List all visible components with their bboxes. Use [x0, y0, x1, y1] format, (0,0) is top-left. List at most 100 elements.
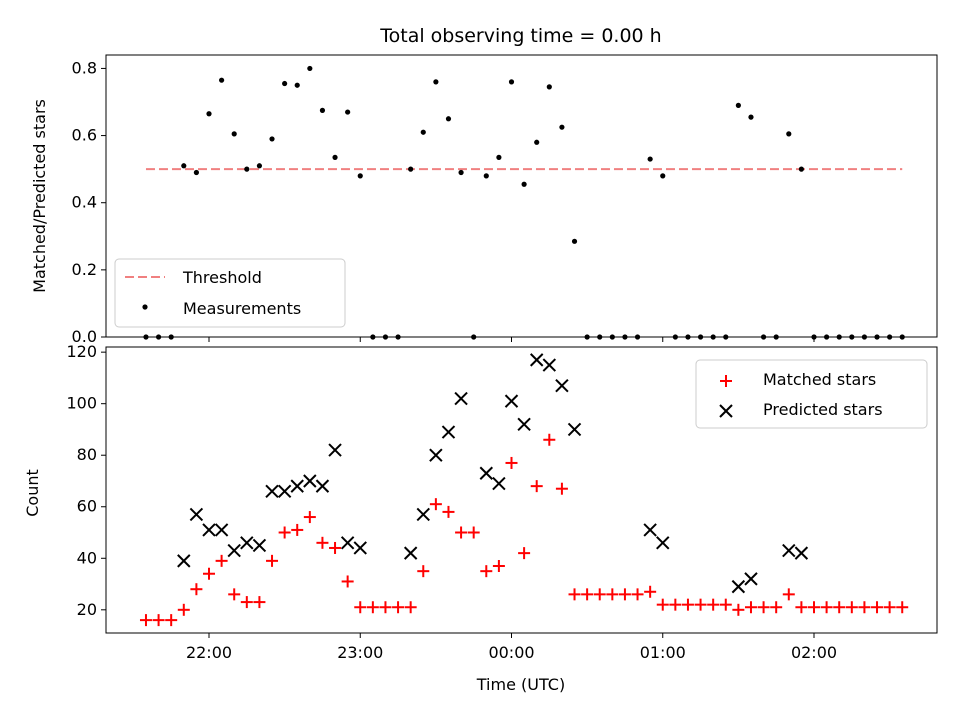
matched-star-point — [883, 601, 896, 614]
predicted-star-point-b — [227, 543, 241, 558]
matched-star-point — [795, 601, 808, 614]
measurement-point — [445, 116, 452, 122]
matched-star-point — [782, 588, 795, 601]
matched-star-point — [341, 575, 354, 588]
measurement-point — [672, 334, 678, 340]
predicted-star-point-b — [794, 546, 809, 560]
predicted-star-point-b — [202, 523, 216, 537]
predicted-star-point — [403, 546, 418, 560]
predicted-star-point — [328, 443, 342, 457]
predicted-star-point-b — [656, 536, 670, 550]
bottom-y-tick-label: 60 — [77, 497, 97, 516]
top-y-tick-label: 0.0 — [72, 327, 97, 346]
matched-star-point — [480, 565, 493, 578]
matched-star-point — [732, 603, 745, 616]
matched-star-point — [618, 588, 631, 601]
predicted-star-point — [530, 353, 544, 367]
predicted-star-point — [542, 358, 557, 372]
measurement-point — [760, 334, 767, 340]
predicted-star-point-b — [782, 543, 796, 558]
matched-star-point — [808, 601, 820, 614]
matched-star-point — [429, 498, 442, 511]
matched-star-point — [744, 601, 757, 614]
predicted-star-point-b — [731, 579, 746, 594]
matched-star-point — [366, 601, 379, 614]
legend-measurement-label: Measurements — [183, 299, 301, 318]
matched-star-point — [492, 560, 505, 573]
predicted-star-point — [277, 484, 292, 498]
matched-star-point — [833, 601, 846, 614]
predicted-star-point — [202, 523, 216, 537]
matched-star-point — [354, 601, 367, 614]
predicted-star-point — [517, 417, 531, 432]
matched-star-point — [530, 480, 543, 493]
matched-star-point — [543, 433, 556, 446]
measurement-point — [168, 334, 174, 340]
top-legend: Threshold Measurements — [114, 258, 346, 328]
measurement-point — [345, 109, 351, 115]
predicted-star-point-b — [416, 507, 430, 522]
measurement-point — [155, 334, 162, 340]
x-tick-label: 01:00 — [640, 643, 686, 662]
bottom-legend: Matched stars Predicted stars — [695, 359, 928, 429]
predicted-star-point-b — [567, 422, 582, 437]
measurement-point — [559, 124, 565, 130]
top-y-axis-label: Matched/Predicted stars — [30, 99, 49, 293]
matched-star-point — [404, 601, 417, 614]
bottom-axes-frame — [105, 346, 938, 634]
matched-star-point — [644, 585, 657, 598]
predicted-star-point-b — [290, 479, 304, 493]
predicted-star-point — [731, 579, 746, 594]
measurement-point — [471, 334, 477, 340]
matched-star-point — [139, 614, 152, 627]
matched-star-point — [203, 567, 215, 580]
legend-predicted-swatch — [719, 404, 733, 418]
predicted-star-point-b — [189, 507, 204, 522]
measurement-point — [887, 334, 893, 340]
measurement-point — [685, 334, 691, 340]
measurement-point — [508, 79, 515, 85]
x-tick-label: 02:00 — [791, 643, 837, 662]
measurement-point — [534, 139, 540, 145]
measurement-point — [433, 79, 439, 85]
measurement-point — [181, 163, 187, 169]
measurement-point — [824, 334, 830, 340]
matched-star-point — [442, 505, 455, 518]
matched-star-point — [719, 598, 732, 611]
measurement-point — [219, 77, 225, 83]
predicted-star-point — [315, 479, 330, 493]
predicted-star-point — [265, 484, 279, 498]
predicted-star-point — [492, 476, 506, 491]
top-y-tick-label: 0.6 — [72, 126, 97, 145]
predicted-star-point — [567, 422, 582, 437]
predicted-star-point — [353, 541, 367, 555]
measurement-point — [193, 169, 199, 176]
top-plot-area: 0.0 0.2 0.4 0.6 0.8 Threshold Measurements — [72, 54, 938, 346]
measurement-point — [143, 334, 149, 340]
matched-star-point — [228, 588, 241, 601]
matched-star-point — [669, 598, 682, 611]
measurement-point — [798, 166, 804, 172]
predicted-star-point — [240, 536, 254, 550]
predicted-star-point-b — [177, 554, 191, 568]
measurement-point — [899, 334, 905, 340]
x-tick-label: 22:00 — [186, 643, 232, 662]
matched-star-point — [896, 601, 909, 614]
matched-star-point — [568, 588, 581, 601]
measurement-point — [496, 154, 502, 160]
matched-star-point — [631, 588, 644, 601]
bottom-y-tick-label: 120 — [66, 342, 97, 361]
matched-star-point — [707, 598, 720, 611]
matched-star-point — [177, 603, 190, 616]
predicted-star-point-b — [265, 484, 279, 498]
matched-star-point — [770, 601, 783, 614]
matched-star-point — [329, 541, 342, 554]
predicted-star-point-b — [252, 538, 267, 553]
matched-star-point — [278, 526, 291, 539]
predicted-star-point-b — [492, 476, 506, 491]
top-y-tick-label: 0.4 — [72, 193, 97, 212]
top-axes-frame — [105, 54, 938, 338]
matched-star-point — [858, 601, 871, 614]
predicted-star-point-b — [315, 479, 330, 493]
